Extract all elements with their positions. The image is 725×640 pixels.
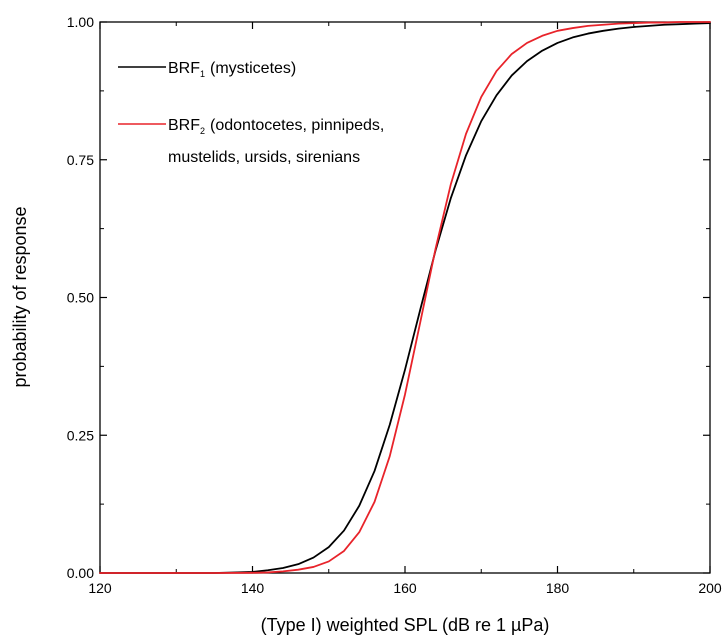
x-tick-label: 200 — [698, 580, 722, 596]
legend-brf2-subscript: 2 — [200, 126, 205, 136]
y-tick-label: 0.50 — [67, 290, 94, 306]
plot-frame — [99, 21, 711, 574]
x-tick-label: 140 — [241, 580, 265, 596]
legend: BRF1 (mysticetes) BRF2 (odontocetes, pinni… — [118, 60, 384, 166]
series-line-brf1 — [99, 22, 711, 574]
axis-ticks: 120 140 160 180 200 0.00 0.25 0.50 0.75 1.00 — [67, 14, 722, 596]
legend-brf1-subscript: 1 — [200, 69, 205, 79]
y-tick-label: 1.00 — [67, 14, 94, 30]
legend-brf1-name: BRF — [168, 60, 200, 77]
legend-brf2-name: BRF — [168, 117, 200, 134]
legend-brf1-desc: (mysticetes) — [210, 60, 296, 77]
y-axis-label: probability of response — [10, 206, 30, 387]
legend-label-brf2: BRF2 (odontocetes, pinnipeds, — [168, 117, 384, 136]
y-tick-label: 0.25 — [67, 427, 94, 443]
series-line-brf2 — [99, 21, 711, 574]
y-tick-label: 0.75 — [67, 152, 94, 168]
y-tick-label: 0.00 — [67, 565, 94, 581]
series-group — [99, 21, 711, 574]
x-axis-label: (Type I) weighted SPL (dB re 1 µPa) — [261, 615, 550, 635]
legend-label-brf2-line2: mustelids, ursids, sirenians — [168, 149, 360, 166]
legend-label-brf1: BRF1 (mysticetes) — [168, 60, 296, 79]
legend-brf2-desc: (odontocetes, pinnipeds, — [210, 117, 384, 134]
x-tick-label: 160 — [393, 580, 417, 596]
x-tick-label: 180 — [546, 580, 570, 596]
x-tick-label: 120 — [88, 580, 112, 596]
